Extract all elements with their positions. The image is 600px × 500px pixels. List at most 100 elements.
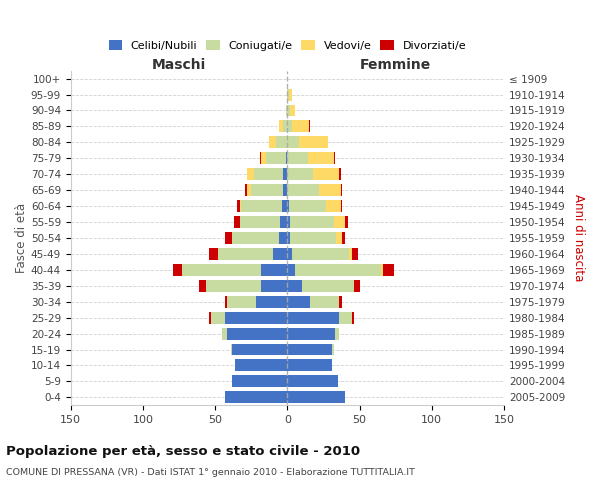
Bar <box>340 168 341 180</box>
Bar <box>354 280 359 291</box>
Bar <box>283 184 287 196</box>
Bar <box>287 216 290 228</box>
Bar <box>281 200 287 212</box>
Bar <box>319 184 341 196</box>
Bar <box>283 168 287 180</box>
Bar <box>278 232 287 244</box>
Bar <box>352 312 354 324</box>
Y-axis label: Anni di nascita: Anni di nascita <box>572 194 585 282</box>
Bar <box>287 152 308 164</box>
Bar <box>332 344 334 355</box>
Text: Popolazione per età, sesso e stato civile - 2010: Popolazione per età, sesso e stato civil… <box>6 445 360 458</box>
Bar <box>225 312 287 324</box>
Bar <box>309 120 310 132</box>
Bar <box>287 168 313 180</box>
Bar <box>302 280 354 291</box>
Bar <box>352 248 358 260</box>
Bar <box>299 136 328 148</box>
Bar <box>292 248 349 260</box>
Bar <box>342 232 345 244</box>
Bar <box>209 312 211 324</box>
Bar <box>381 264 383 276</box>
Bar <box>239 200 241 212</box>
Bar <box>280 216 287 228</box>
Bar <box>287 376 338 388</box>
Bar <box>234 216 239 228</box>
Bar <box>211 312 225 324</box>
Bar <box>232 232 278 244</box>
Bar <box>308 152 334 164</box>
Bar <box>276 136 287 148</box>
Bar <box>266 152 286 164</box>
Bar <box>290 216 334 228</box>
Bar <box>251 184 283 196</box>
Bar <box>287 248 292 260</box>
Bar <box>247 184 251 196</box>
Bar <box>206 280 262 291</box>
Bar <box>209 248 218 260</box>
Bar <box>313 168 340 180</box>
Bar <box>245 184 247 196</box>
Bar <box>225 392 287 404</box>
Bar <box>262 280 287 291</box>
Bar <box>289 88 292 101</box>
Bar <box>247 168 254 180</box>
Bar <box>262 152 266 164</box>
Bar <box>287 104 290 117</box>
Bar <box>287 312 340 324</box>
Bar <box>383 264 394 276</box>
Bar <box>223 328 227 340</box>
Bar <box>237 200 239 212</box>
Bar <box>278 120 283 132</box>
Bar <box>334 216 345 228</box>
Bar <box>349 248 352 260</box>
Text: Maschi: Maschi <box>152 58 206 72</box>
Bar <box>218 248 273 260</box>
Bar <box>232 376 287 388</box>
Bar <box>287 344 332 355</box>
Bar <box>260 152 262 164</box>
Bar <box>283 120 287 132</box>
Bar <box>287 360 332 372</box>
Bar <box>341 200 342 212</box>
Bar <box>232 344 287 355</box>
Bar <box>310 296 340 308</box>
Bar <box>287 184 319 196</box>
Bar <box>287 296 310 308</box>
Bar <box>199 280 206 291</box>
Bar <box>337 232 342 244</box>
Bar <box>286 104 287 117</box>
Bar <box>287 232 290 244</box>
Bar <box>225 296 227 308</box>
Bar <box>287 200 289 212</box>
Bar <box>235 360 287 372</box>
Bar <box>340 312 352 324</box>
Bar <box>289 200 326 212</box>
Bar <box>227 296 256 308</box>
Bar <box>287 392 345 404</box>
Bar <box>287 280 302 291</box>
Bar <box>292 120 309 132</box>
Bar <box>241 200 281 212</box>
Bar <box>286 152 287 164</box>
Text: Femmine: Femmine <box>360 58 431 72</box>
Bar <box>290 232 337 244</box>
Bar <box>287 88 289 101</box>
Bar <box>269 136 276 148</box>
Bar <box>326 200 341 212</box>
Bar <box>225 232 232 244</box>
Bar <box>334 152 335 164</box>
Bar <box>287 328 335 340</box>
Legend: Celibi/Nubili, Coniugati/e, Vedovi/e, Divorziati/e: Celibi/Nubili, Coniugati/e, Vedovi/e, Di… <box>104 36 470 56</box>
Text: COMUNE DI PRESSANA (VR) - Dati ISTAT 1° gennaio 2010 - Elaborazione TUTTITALIA.I: COMUNE DI PRESSANA (VR) - Dati ISTAT 1° … <box>6 468 415 477</box>
Bar <box>227 328 287 340</box>
Bar <box>239 216 280 228</box>
Bar <box>231 344 232 355</box>
Bar <box>254 168 283 180</box>
Bar <box>340 296 342 308</box>
Bar <box>287 136 299 148</box>
Bar <box>341 184 342 196</box>
Bar <box>273 248 287 260</box>
Bar <box>262 264 287 276</box>
Bar <box>335 328 340 340</box>
